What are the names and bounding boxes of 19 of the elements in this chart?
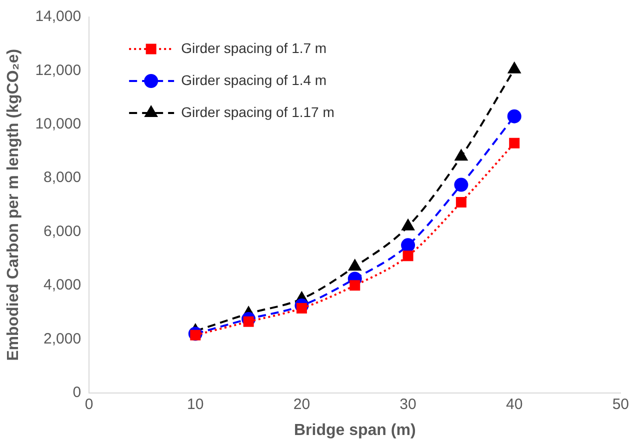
x-tick-label: 50 — [612, 396, 629, 413]
y-axis-title: Embodied Carbon per m length (kgCO₂e) — [5, 48, 22, 361]
y-tick-label: 6,000 — [44, 222, 82, 240]
y-tick-label: 14,000 — [35, 8, 82, 26]
y-tick-label: 2,000 — [44, 330, 82, 348]
legend-label: Girder spacing of 1.17 m — [181, 104, 334, 120]
y-tick-label: 10,000 — [35, 116, 82, 133]
legend-label: Girder spacing of 1.7 m — [181, 40, 327, 56]
x-tick-label: 30 — [400, 396, 416, 413]
legend-label: Girder spacing of 1.4 m — [181, 72, 327, 88]
x-tick-label: 40 — [506, 396, 523, 413]
x-tick-label: 0 — [84, 396, 94, 413]
y-tick-label: 0 — [72, 384, 82, 401]
x-tick-label: 20 — [293, 396, 310, 413]
y-tick-label: 8,000 — [44, 169, 82, 186]
y-tick-label: 4,000 — [44, 276, 82, 294]
y-tick-label: 12,000 — [35, 62, 82, 79]
x-tick-label: 10 — [187, 396, 204, 413]
x-axis-title: Bridge span (m) — [294, 422, 416, 439]
